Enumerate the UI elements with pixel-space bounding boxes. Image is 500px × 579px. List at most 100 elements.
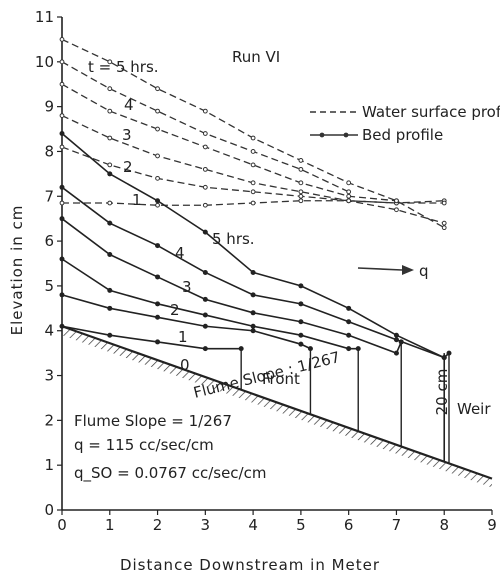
water-surface-series-label: 1 (132, 191, 142, 209)
legend-bed-dot (343, 132, 349, 138)
water-surface-line (61, 83, 397, 202)
chart-title: Run VI (232, 48, 280, 66)
bed-profile-point (107, 171, 113, 177)
bed-profile-line (61, 258, 359, 350)
flow-arrow-label: q (419, 262, 429, 280)
bed-profile-point (202, 296, 208, 302)
bed-profile-point (393, 332, 399, 338)
x-tick-label: 9 (487, 516, 497, 534)
water-surface-series-label: t = 5 hrs. (88, 58, 159, 76)
water-surface-series-label: 3 (122, 126, 132, 144)
bed-profile-point (298, 319, 304, 325)
y-tick-label: 7 (44, 187, 54, 205)
water-surface-point (250, 180, 256, 186)
bed-profile-point (59, 323, 65, 329)
bed-profile-point (202, 229, 208, 235)
bed-profile-point (298, 301, 304, 307)
water-surface-point (441, 220, 447, 226)
flow-arrow: q (357, 262, 429, 280)
x-tick-label: 4 (248, 516, 258, 534)
water-surface-point (394, 198, 399, 204)
bed-profile-point (346, 305, 352, 311)
legend-bed-label: Bed profile (362, 126, 443, 144)
y-tick-label: 0 (44, 501, 54, 519)
bed-profile-point (155, 243, 161, 249)
water-surface-point (107, 59, 113, 65)
water-surface-point (59, 81, 65, 87)
bed-profile-point (238, 346, 244, 352)
bed-profile-point (250, 269, 256, 275)
water-surface-point (202, 184, 208, 190)
water-surface-point (346, 193, 352, 199)
x-tick-label: 5 (296, 516, 306, 534)
bed-profile-point (298, 341, 304, 347)
water-surface-point (298, 189, 304, 195)
bed-profile-point (155, 314, 161, 320)
water-surface-point (250, 149, 256, 154)
bed-profile-point (59, 184, 65, 190)
bed-profile-point (155, 274, 161, 280)
bed-profile-point (107, 305, 113, 311)
water-surface-point (346, 198, 352, 204)
y-tick-label: 8 (44, 142, 54, 160)
bed-profile-point (250, 292, 256, 298)
x-tick-label: 7 (392, 516, 402, 534)
water-surface-point (298, 166, 304, 172)
water-surface-line (61, 61, 349, 193)
x-tick-label: 8 (439, 516, 449, 534)
y-tick-label: 5 (44, 277, 54, 295)
bed-profile-point (441, 355, 447, 361)
bed-profile-point (202, 312, 208, 318)
info-line: q_SO = 0.0767 cc/sec/cm (74, 464, 266, 483)
water-surface-point (250, 200, 256, 206)
water-surface-point (59, 37, 65, 42)
y-tick-label: 11 (35, 8, 54, 26)
water-surface-point (107, 162, 113, 168)
water-surface-point (155, 202, 160, 208)
bed-profile-point (346, 332, 352, 338)
y-tick-label: 4 (44, 322, 54, 340)
weir-label: Weir (457, 400, 491, 418)
bed-series-label: 5 hrs. (212, 230, 255, 248)
x-tick-label: 6 (344, 516, 354, 534)
bed-profile-point (307, 346, 313, 352)
bed-profile-point (107, 252, 113, 258)
bed-profile-point (202, 269, 208, 275)
water-surface-point (250, 189, 256, 195)
y-tick-label: 3 (44, 367, 54, 385)
water-surface-point (441, 200, 447, 206)
bed-profile-point (250, 328, 256, 334)
x-tick-label: 3 (201, 516, 211, 534)
water-surface-point (107, 86, 113, 92)
water-surface-point (298, 198, 304, 204)
bed-profile-point (59, 292, 65, 298)
water-surface-point (441, 225, 447, 231)
front-label: Front (262, 370, 300, 388)
water-surface-point (250, 162, 256, 168)
flume-slope-label: Flume Slope : 1/267 (192, 348, 342, 402)
flow-arrow-head (402, 265, 414, 275)
bed-profile-point (346, 319, 352, 325)
bed-profile-point (155, 301, 161, 307)
water-surface-point (346, 180, 352, 186)
water-surface-point (155, 175, 160, 181)
info-line: q = 115 cc/sec/cm (74, 436, 214, 454)
bed-profile-point (59, 216, 65, 222)
water-surface-point (59, 200, 65, 206)
y-tick-label: 10 (35, 53, 54, 71)
water-surface-point (59, 144, 65, 150)
water-surface-point (59, 113, 65, 118)
bed-series-label: 2 (170, 301, 180, 319)
flume-bed-hatching (62, 326, 492, 488)
bed-profile-point (59, 131, 65, 137)
water-surface-point (107, 108, 113, 114)
water-surface-point (202, 131, 208, 136)
weir-height-label: 20 cm (433, 369, 451, 416)
bed-profile-point (298, 283, 304, 289)
water-surface-point (155, 126, 160, 132)
water-surface-point (298, 158, 304, 163)
info-line: Flume Slope = 1/267 (74, 412, 232, 430)
bed-profile-point (298, 332, 304, 338)
